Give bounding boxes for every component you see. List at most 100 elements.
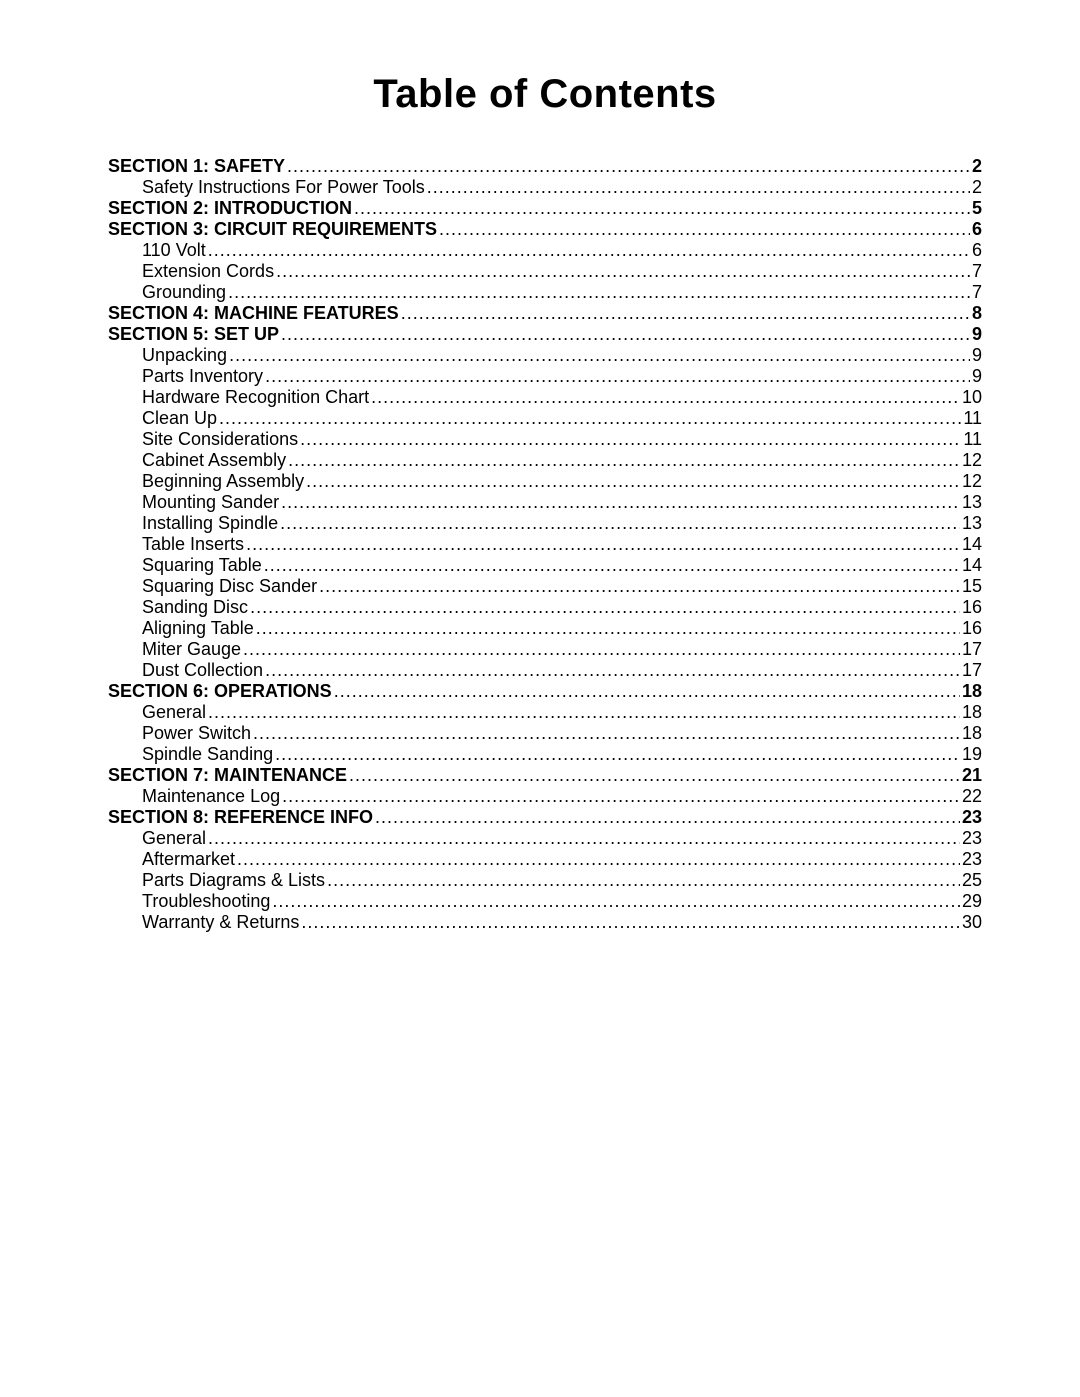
toc-leader-dots: ........................................… [301, 913, 960, 931]
toc-entry-label: Aftermarket [142, 850, 235, 868]
toc-entry-page: 16 [962, 598, 982, 616]
toc-entry-page: 23 [962, 829, 982, 847]
toc-entry-page: 6 [972, 241, 982, 259]
toc-entry-label: Aligning Table [142, 619, 254, 637]
toc-sub-row: Parts Diagrams & Lists..................… [108, 869, 982, 890]
toc-leader-dots: ........................................… [208, 703, 960, 721]
toc-entry-label: Unpacking [142, 346, 227, 364]
toc-entry-page: 2 [972, 178, 982, 196]
toc-entry-page: 8 [972, 304, 982, 322]
toc-entry-page: 12 [962, 451, 982, 469]
toc-entry-label: Cabinet Assembly [142, 451, 286, 469]
toc-leader-dots: ........................................… [334, 682, 960, 700]
toc-entry-page: 17 [962, 661, 982, 679]
toc-entry-page: 6 [972, 220, 982, 238]
toc-section-row: SECTION 8: REFERENCE INFO...............… [108, 806, 982, 827]
toc-entry-page: 29 [962, 892, 982, 910]
toc-entry-label: Grounding [142, 283, 226, 301]
toc-sub-row: Dust Collection.........................… [108, 659, 982, 680]
toc-entry-page: 13 [962, 493, 982, 511]
toc-leader-dots: ........................................… [287, 157, 970, 175]
toc-entry-page: 9 [972, 367, 982, 385]
toc-sub-row: Table Inserts...........................… [108, 533, 982, 554]
toc-entry-label: Mounting Sander [142, 493, 279, 511]
toc-sub-row: Grounding...............................… [108, 281, 982, 302]
toc-entry-page: 17 [962, 640, 982, 658]
toc-entry-label: Maintenance Log [142, 787, 280, 805]
toc-entry-page: 23 [962, 808, 982, 826]
toc-entry-page: 7 [972, 283, 982, 301]
toc-leader-dots: ........................................… [427, 178, 970, 196]
toc-entry-page: 5 [972, 199, 982, 217]
toc-leader-dots: ........................................… [319, 577, 960, 595]
toc-entry-page: 14 [962, 535, 982, 553]
toc-sub-row: Maintenance Log.........................… [108, 785, 982, 806]
toc-entry-label: Installing Spindle [142, 514, 278, 532]
toc-container: SECTION 1: SAFETY.......................… [108, 155, 982, 932]
toc-section-row: SECTION 6: OPERATIONS...................… [108, 680, 982, 701]
toc-sub-row: Warranty & Returns......................… [108, 911, 982, 932]
toc-sub-row: Mounting Sander.........................… [108, 491, 982, 512]
toc-sub-row: Power Switch............................… [108, 722, 982, 743]
toc-entry-label: Troubleshooting [142, 892, 270, 910]
toc-leader-dots: ........................................… [281, 493, 960, 511]
page: Table of Contents SECTION 1: SAFETY.....… [0, 0, 1080, 1397]
toc-entry-label: Clean Up [142, 409, 217, 427]
toc-entry-page: 9 [972, 325, 982, 343]
toc-title: Table of Contents [108, 72, 982, 117]
toc-entry-label: Dust Collection [142, 661, 263, 679]
toc-entry-page: 23 [962, 850, 982, 868]
toc-sub-row: 110 Volt................................… [108, 239, 982, 260]
toc-entry-page: 30 [962, 913, 982, 931]
toc-sub-row: Site Considerations.....................… [108, 428, 982, 449]
toc-entry-page: 25 [962, 871, 982, 889]
toc-entry-label: Miter Gauge [142, 640, 241, 658]
toc-sub-row: Spindle Sanding.........................… [108, 743, 982, 764]
toc-sub-row: Squaring Table..........................… [108, 554, 982, 575]
toc-entry-label: Spindle Sanding [142, 745, 273, 763]
toc-entry-page: 18 [962, 724, 982, 742]
toc-entry-page: 10 [962, 388, 982, 406]
toc-leader-dots: ........................................… [349, 766, 960, 784]
toc-leader-dots: ........................................… [243, 640, 960, 658]
toc-entry-label: SECTION 1: SAFETY [108, 157, 285, 175]
toc-leader-dots: ........................................… [282, 787, 960, 805]
toc-entry-label: Site Considerations [142, 430, 298, 448]
toc-entry-label: Parts Diagrams & Lists [142, 871, 325, 889]
toc-leader-dots: ........................................… [371, 388, 960, 406]
toc-entry-page: 22 [962, 787, 982, 805]
toc-leader-dots: ........................................… [237, 850, 960, 868]
toc-leader-dots: ........................................… [439, 220, 970, 238]
toc-entry-label: Warranty & Returns [142, 913, 299, 931]
toc-sub-row: Aligning Table..........................… [108, 617, 982, 638]
toc-entry-page: 2 [972, 157, 982, 175]
toc-entry-page: 19 [962, 745, 982, 763]
toc-section-row: SECTION 3: CIRCUIT REQUIREMENTS.........… [108, 218, 982, 239]
toc-leader-dots: ........................................… [280, 514, 960, 532]
toc-leader-dots: ........................................… [401, 304, 970, 322]
toc-entry-page: 16 [962, 619, 982, 637]
toc-entry-label: Hardware Recognition Chart [142, 388, 369, 406]
toc-leader-dots: ........................................… [208, 241, 970, 259]
toc-leader-dots: ........................................… [276, 262, 970, 280]
toc-leader-dots: ........................................… [256, 619, 960, 637]
toc-entry-page: 9 [972, 346, 982, 364]
toc-entry-label: SECTION 8: REFERENCE INFO [108, 808, 373, 826]
toc-leader-dots: ........................................… [253, 724, 960, 742]
toc-leader-dots: ........................................… [219, 409, 961, 427]
toc-leader-dots: ........................................… [306, 472, 960, 490]
toc-leader-dots: ........................................… [250, 598, 960, 616]
toc-leader-dots: ........................................… [265, 367, 970, 385]
toc-entry-label: Safety Instructions For Power Tools [142, 178, 425, 196]
toc-sub-row: Aftermarket.............................… [108, 848, 982, 869]
toc-entry-label: Table Inserts [142, 535, 244, 553]
toc-leader-dots: ........................................… [275, 745, 960, 763]
toc-sub-row: Hardware Recognition Chart..............… [108, 386, 982, 407]
toc-entry-label: Beginning Assembly [142, 472, 304, 490]
toc-sub-row: Cabinet Assembly........................… [108, 449, 982, 470]
toc-entry-label: SECTION 3: CIRCUIT REQUIREMENTS [108, 220, 437, 238]
toc-sub-row: Unpacking...............................… [108, 344, 982, 365]
toc-entry-label: 110 Volt [142, 241, 206, 259]
toc-entry-page: 15 [962, 577, 982, 595]
toc-entry-page: 11 [963, 430, 982, 448]
